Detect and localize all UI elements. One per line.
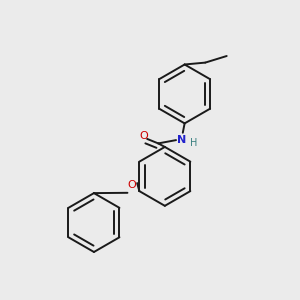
Text: H: H <box>190 138 197 148</box>
Text: N: N <box>177 135 186 145</box>
Text: O: O <box>128 181 136 190</box>
Text: O: O <box>140 131 148 141</box>
